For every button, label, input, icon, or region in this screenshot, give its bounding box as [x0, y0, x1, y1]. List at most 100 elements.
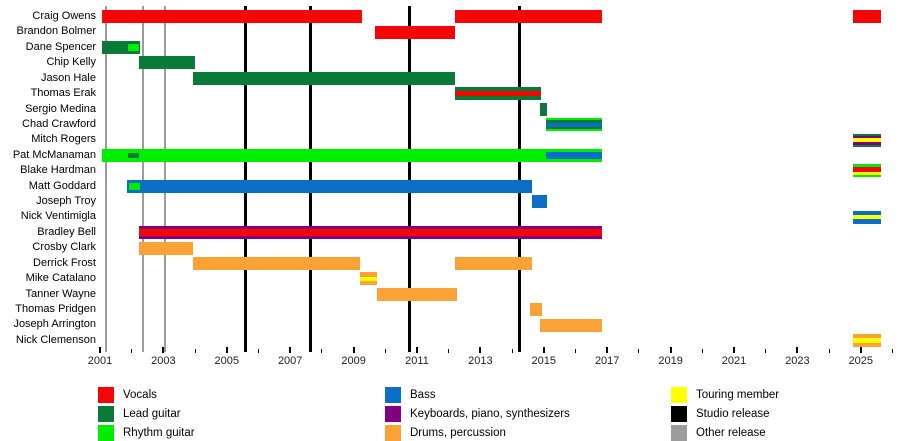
touring-member-swatch — [671, 387, 687, 403]
axis-year-label: 2011 — [405, 355, 429, 367]
touring-stripe — [852, 338, 882, 343]
member-label: Mitch Rogers — [31, 133, 96, 146]
timeline-bar — [852, 164, 882, 178]
rhythm-overlay — [129, 183, 140, 190]
vocals-stripe — [455, 91, 541, 97]
axis-tick — [99, 347, 101, 353]
drums-percussion-swatch — [385, 425, 401, 441]
axis-tick — [258, 349, 259, 353]
axis-year-label: 2015 — [531, 355, 557, 367]
axis-tick — [194, 349, 196, 353]
vocals-stripe — [138, 229, 603, 236]
legend-label: Drums, percussion — [410, 427, 506, 439]
lead-stripe — [455, 87, 541, 92]
timeline-bar — [455, 10, 603, 24]
keys-stripe — [852, 142, 882, 145]
timeline-bar — [539, 318, 603, 332]
timeline-bar — [377, 287, 457, 301]
other-release-line — [142, 6, 145, 352]
studio-release-line — [517, 6, 521, 352]
axis-year-label: 2021 — [721, 355, 747, 367]
axis-year-label: 2017 — [594, 355, 620, 367]
axis-tick — [575, 349, 576, 353]
member-label: Thomas Erak — [30, 87, 96, 100]
axis-year-label: 2019 — [658, 355, 683, 367]
bass-swatch — [385, 387, 401, 403]
lead-stripe — [546, 126, 603, 130]
member-label: Brandon Bolmer — [16, 25, 97, 38]
timeline-bar — [539, 102, 547, 116]
legend-label: Lead guitar — [123, 408, 181, 420]
studio-release-line — [308, 6, 312, 352]
member-label: Chad Crawford — [22, 117, 96, 130]
axis-year-label: 2013 — [468, 355, 493, 367]
legend-label: Keyboards, piano, synthesizers — [410, 408, 570, 420]
rhythm-stripe — [852, 174, 882, 178]
legend-label: Studio release — [696, 408, 770, 420]
drums-stripe — [359, 272, 378, 277]
axis-tick — [765, 349, 767, 353]
timeline-plot-area — [101, 6, 882, 352]
touring-stripe — [359, 276, 378, 281]
rhythm-guitar-swatch — [98, 425, 114, 441]
axis-tick — [321, 349, 323, 353]
axis-year-label: 2001 — [87, 355, 113, 367]
member-label: Nick Ventimigla — [20, 210, 96, 223]
keys-stripe — [852, 135, 882, 139]
rhythm-stripe — [546, 118, 603, 121]
timeline-bar — [852, 10, 882, 24]
keys-stripe — [138, 235, 603, 240]
touring-stripe — [852, 138, 882, 143]
legend-label: Touring member — [696, 389, 780, 401]
timeline-bar — [359, 272, 378, 286]
legend-column: Vocals Lead guitar Rhythm guitar — [98, 387, 195, 441]
axis-year-label: 2005 — [214, 355, 240, 367]
axis-tick — [733, 347, 735, 353]
rhythm-stripe — [546, 129, 603, 132]
legend-item: Drums, percussion — [385, 425, 570, 441]
drums-stripe — [852, 342, 882, 347]
member-label: Crosby Clark — [32, 241, 96, 254]
axis-tick — [352, 347, 355, 353]
studio-release-swatch — [671, 406, 687, 422]
member-label: Jason Hale — [40, 71, 96, 84]
axis-tick — [162, 347, 165, 353]
vocals-stripe — [852, 167, 882, 172]
axis-year-label: 2025 — [848, 355, 874, 367]
axis-tick — [511, 349, 513, 353]
timeline-bar — [138, 241, 193, 255]
bass-stripe — [546, 122, 603, 127]
timeline-bar — [192, 71, 456, 85]
axis-year-label: 2003 — [151, 355, 176, 367]
member-label: Thomas Pridgen — [15, 302, 96, 315]
axis-year-label: 2023 — [785, 355, 810, 367]
axis-year-label: 2009 — [341, 355, 366, 367]
lead-stripe — [546, 120, 603, 123]
axis-tick — [448, 349, 450, 353]
legend-label: Other release — [696, 427, 766, 439]
legend-label: Rhythm guitar — [123, 427, 195, 439]
lead-overlay — [127, 152, 139, 159]
member-label: Mike Catalano — [25, 272, 96, 285]
axis-tick — [542, 347, 545, 353]
timeline-bar — [138, 226, 603, 240]
timeline-bar — [126, 179, 533, 193]
member-label: Joseph Troy — [36, 195, 96, 208]
axis-tick — [479, 347, 482, 353]
member-label: Bradley Bell — [37, 225, 96, 238]
timeline-bar — [530, 303, 543, 317]
timeline-bar — [138, 56, 196, 70]
member-label: Blake Hardman — [20, 164, 96, 177]
lead-guitar-swatch — [98, 406, 114, 422]
studio-release-line — [243, 6, 247, 352]
axis-year-label: 2007 — [277, 355, 303, 367]
keys-stripe — [138, 226, 603, 230]
other-release-line — [163, 6, 166, 352]
timeline-bar — [546, 118, 603, 132]
member-label: Derrick Frost — [33, 256, 96, 269]
lead-stripe — [852, 133, 882, 136]
legend-item: Bass — [385, 387, 570, 403]
legend-item: Vocals — [98, 387, 195, 403]
legend-item: Rhythm guitar — [98, 425, 195, 441]
